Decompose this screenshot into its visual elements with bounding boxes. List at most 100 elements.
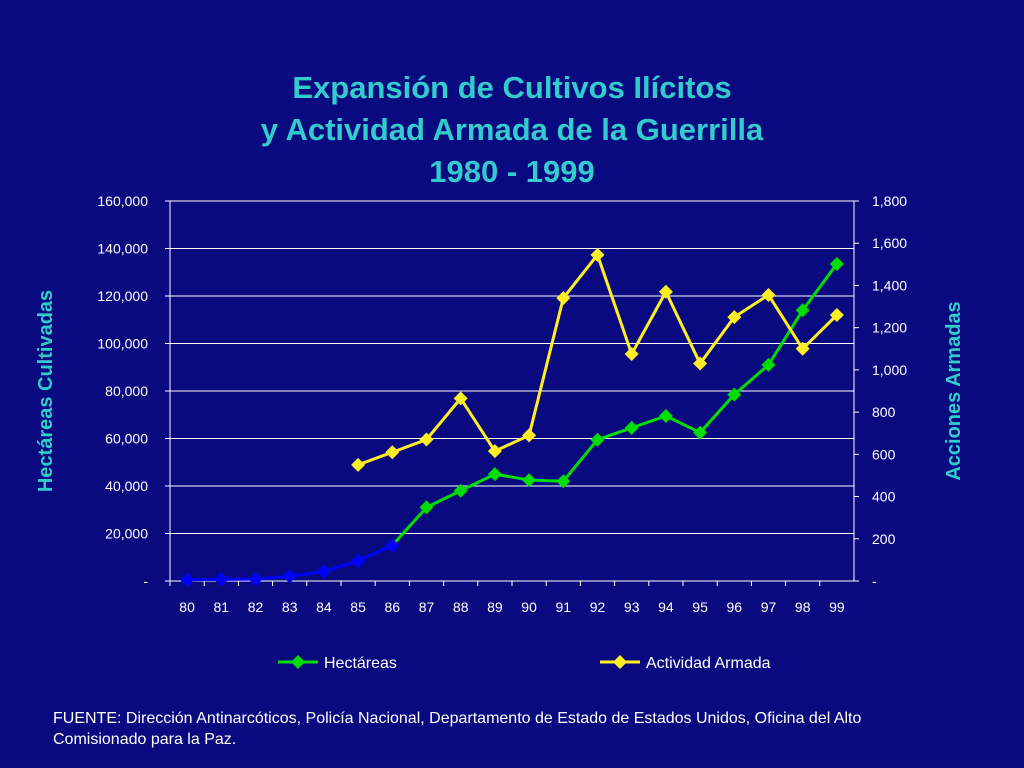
data-point-actividad <box>419 432 434 447</box>
data-point-hectareas <box>590 432 605 447</box>
left-tick-label: 40,000 <box>105 478 148 494</box>
series-segment-0 <box>391 506 428 547</box>
series-segment-0 <box>631 414 667 430</box>
series-segment-0 <box>562 438 599 483</box>
right-axis-ticks: - 200 400 600 800 1,000 1,200 1,400 1,600 1,800 <box>854 193 907 589</box>
series-segment-0 <box>323 559 359 573</box>
series-segment-0 <box>733 363 770 396</box>
series-segment-0 <box>357 544 393 563</box>
data-point-hectareas <box>556 474 571 489</box>
right-tick-label: 600 <box>872 446 896 462</box>
series-segment-0 <box>425 489 462 509</box>
left-tick-label: 80,000 <box>105 383 148 399</box>
legend-actividad-marker <box>613 655 627 669</box>
right-tick-label: 200 <box>872 531 896 547</box>
series-segment-1 <box>527 297 565 436</box>
data-point-hectareas <box>316 564 331 579</box>
x-tick-label: 96 <box>727 599 743 615</box>
legend-actividad-label: Actividad Armada <box>646 655 771 672</box>
data-point-actividad <box>624 347 639 362</box>
data-point-hectareas <box>727 387 742 402</box>
x-tick-label: 82 <box>248 599 264 615</box>
left-tick-label: 20,000 <box>105 526 148 542</box>
data-point-hectareas <box>522 473 537 488</box>
data-point-actividad <box>556 291 571 306</box>
data-point-actividad <box>351 457 366 472</box>
series-segment-0 <box>597 426 633 442</box>
x-tick-label: 86 <box>385 599 401 615</box>
x-tick-label: 81 <box>214 599 230 615</box>
right-tick-label: 1,400 <box>872 277 907 293</box>
right-tick-label: 1,000 <box>872 362 907 378</box>
data-point-actividad <box>761 287 776 302</box>
series-segment-1 <box>733 293 770 319</box>
left-tick-label: - <box>143 573 148 589</box>
series-segment-1 <box>630 291 668 355</box>
source-note: FUENTE: Dirección Antinarcóticos, Policí… <box>53 710 862 748</box>
x-tick-label: 84 <box>316 599 332 615</box>
data-point-hectareas <box>214 572 229 587</box>
series-segment-1 <box>391 438 428 454</box>
data-point-actividad <box>693 356 708 371</box>
x-tick-label: 89 <box>487 599 503 615</box>
data-point-actividad <box>453 391 468 406</box>
x-tick-label: 98 <box>795 599 811 615</box>
data-point-actividad <box>727 310 742 325</box>
left-axis-ticks: - 20,000 40,000 60,000 80,000 100,000 120,000 1… <box>97 193 170 589</box>
series-segment-1 <box>767 294 804 350</box>
series-segment-0 <box>698 393 736 434</box>
x-tick-label: 80 <box>179 599 195 615</box>
x-tick-label: 95 <box>692 599 708 615</box>
series-segment-1 <box>494 433 530 453</box>
x-tick-label: 83 <box>282 599 298 615</box>
data-point-hectareas <box>693 425 708 440</box>
series-segment-1 <box>357 450 393 467</box>
series-segment-1 <box>425 397 462 441</box>
right-axis-title: Acciones Armadas <box>943 301 965 480</box>
right-tick-label: 1,200 <box>872 320 907 336</box>
x-tick-label: 99 <box>829 599 845 615</box>
right-tick-label: 1,800 <box>872 193 907 209</box>
data-point-actividad <box>522 428 537 443</box>
series-segment-1 <box>664 291 702 365</box>
legend: Hectáreas Actividad Armada <box>278 655 771 672</box>
series-segment-0 <box>767 309 804 366</box>
dual-axis-line-chart: - 20,000 40,000 60,000 80,000 100,000 120,000 1… <box>35 193 965 672</box>
right-tick-label: 800 <box>872 404 896 420</box>
data-point-hectareas <box>453 483 468 498</box>
data-point-hectareas <box>248 572 263 587</box>
right-tick-label: - <box>872 573 877 589</box>
data-point-hectareas <box>795 303 810 318</box>
series-segment-0 <box>665 414 701 434</box>
data-point-hectareas <box>761 357 776 372</box>
left-tick-label: 120,000 <box>97 288 148 304</box>
series-segment-1 <box>562 253 599 300</box>
x-tick-label: 93 <box>624 599 640 615</box>
data-point-hectareas <box>658 408 673 423</box>
x-tick-label: 85 <box>350 599 366 615</box>
data-point-hectareas <box>282 569 297 584</box>
chart-title-line-1: Expansión de Cultivos Ilícitos <box>292 70 732 105</box>
data-point-actividad <box>658 284 673 299</box>
left-tick-label: 140,000 <box>97 241 148 257</box>
data-point-hectareas <box>351 553 366 568</box>
legend-hectareas-label: Hectáreas <box>324 655 397 672</box>
x-tick-label: 90 <box>521 599 537 615</box>
x-axis-ticks: 80 81 82 83 84 85 86 87 88 89 90 91 92 93 94 95 96 97 98 99 <box>169 581 845 615</box>
left-axis-title: Hectáreas Cultivadas <box>35 290 57 492</box>
series-segment-1 <box>459 397 497 452</box>
data-point-actividad <box>385 445 400 460</box>
x-tick-label: 94 <box>658 599 674 615</box>
right-tick-label: 1,600 <box>872 235 907 251</box>
x-tick-label: 92 <box>590 599 606 615</box>
series-lines <box>187 253 839 582</box>
series-segment-0 <box>801 263 839 312</box>
x-tick-label: 91 <box>556 599 572 615</box>
data-point-hectareas <box>487 467 502 482</box>
chart-title-line-2: y Actividad Armada de la Guerrilla <box>260 112 764 147</box>
x-tick-label: 97 <box>761 599 777 615</box>
series-markers <box>180 247 844 587</box>
left-tick-label: 60,000 <box>105 431 148 447</box>
data-point-actividad <box>795 341 810 356</box>
x-tick-label: 87 <box>419 599 435 615</box>
